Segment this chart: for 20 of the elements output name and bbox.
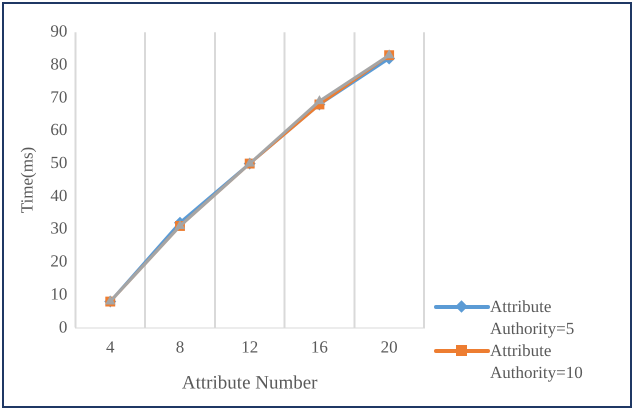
x-axis-title: Attribute Number — [182, 372, 318, 394]
y-tick-label: 90 — [50, 22, 68, 41]
x-tick-label: 16 — [310, 337, 328, 356]
x-tick-label: 12 — [241, 337, 258, 356]
y-tick-label: 10 — [50, 284, 68, 304]
y-tick-label: 80 — [50, 54, 68, 74]
y-tick-label: 40 — [50, 186, 68, 205]
x-tick-label: 4 — [106, 337, 116, 356]
y-tick-label: 0 — [58, 317, 68, 336]
legend-label: Attribute Authority=10 — [490, 340, 584, 384]
legend-label: Attribute Authority=5 — [490, 296, 576, 340]
x-tick-label: 8 — [176, 337, 184, 356]
y-tick-label: 60 — [50, 120, 68, 140]
y-tick-label: 30 — [50, 218, 68, 238]
point — [314, 95, 325, 104]
y-tick-label: 50 — [50, 153, 68, 172]
y-tick-label: 20 — [50, 252, 68, 271]
x-tick-label: 20 — [380, 337, 398, 356]
y-axis-title: Time(ms) — [18, 146, 37, 214]
y-tick-label: 70 — [50, 87, 68, 106]
